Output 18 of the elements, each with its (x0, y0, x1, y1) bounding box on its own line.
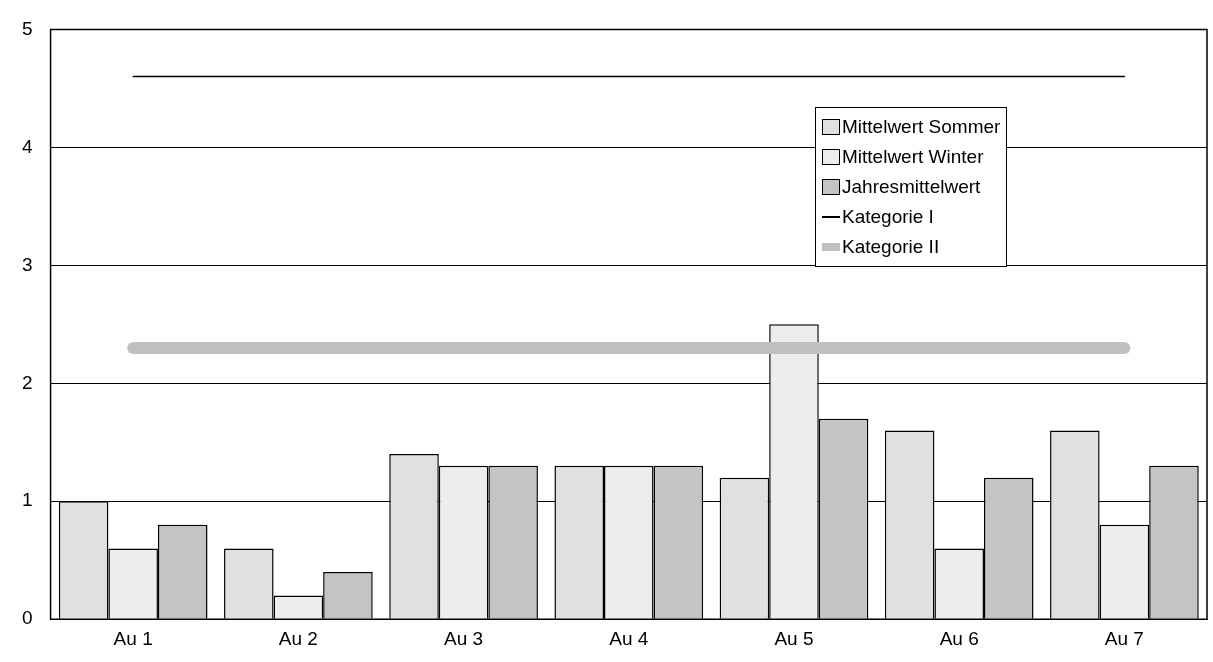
x-tick-label: Au 4 (609, 627, 649, 649)
y-tick-label: 5 (21, 17, 33, 39)
x-tick-label: Au 6 (939, 627, 979, 649)
x-tick-label: Au 7 (1104, 627, 1144, 649)
x-tick-label: Au 2 (278, 627, 318, 649)
x-tick-label: Au 1 (113, 627, 153, 649)
legend-label: Mittelwert Sommer (842, 115, 1001, 140)
legend-label: Kategorie II (842, 235, 940, 260)
legend-label: Kategorie I (842, 205, 934, 230)
x-tick-label: Au 5 (774, 627, 814, 649)
legend-label: Jahresmittelwert (842, 175, 981, 200)
y-tick-label: 1 (21, 489, 33, 511)
x-tick-label: Au 3 (444, 627, 484, 649)
y-tick-label: 2 (21, 371, 33, 393)
legend-label: Mittelwert Winter (842, 145, 984, 170)
y-tick-label: 4 (21, 135, 33, 157)
y-tick-label: 0 (21, 607, 33, 629)
y-tick-label: 3 (21, 253, 33, 275)
